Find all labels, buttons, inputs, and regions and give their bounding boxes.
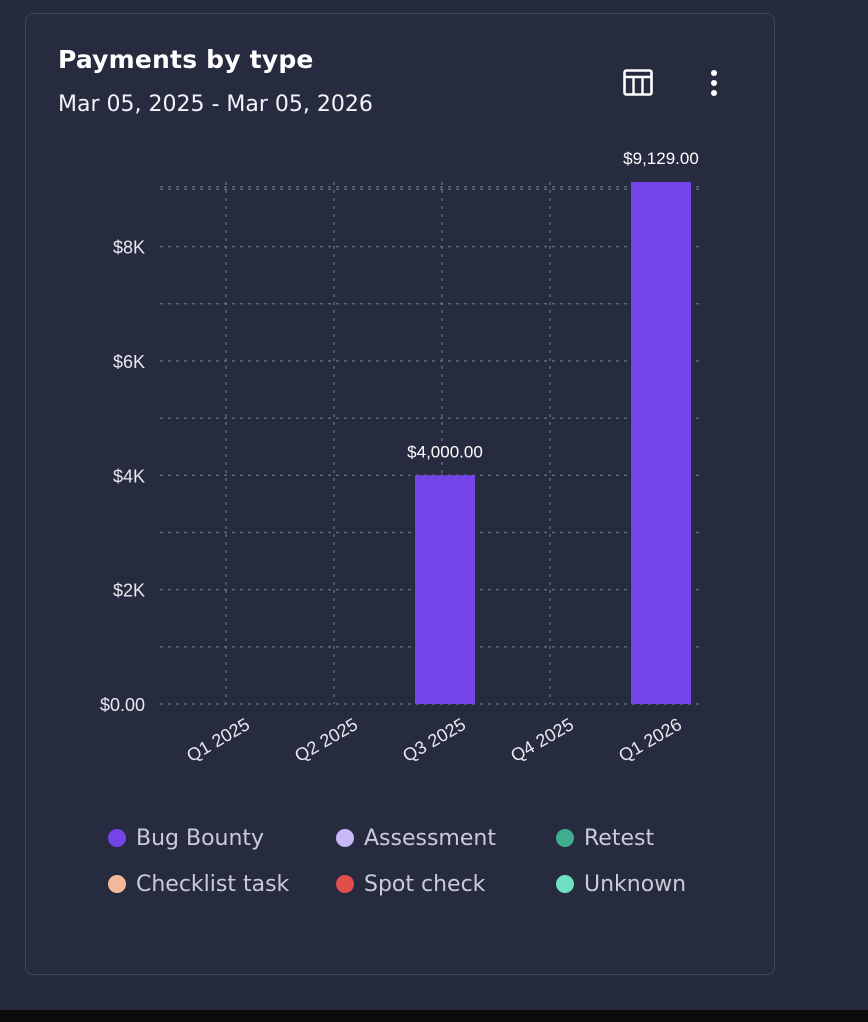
bar [415,475,475,704]
legend-label: Checklist task [136,871,290,897]
bar [631,182,691,704]
more-vertical-icon [711,70,717,96]
legend-label: Spot check [364,871,486,897]
legend-dot-checklist-task [108,875,126,893]
x-tick-label: Q1 2026 [615,714,685,766]
legend-dot-assessment [336,829,354,847]
legend-item-unknown[interactable]: Unknown [556,869,726,899]
y-tick-label: $4K [113,466,145,486]
x-tick-label: Q1 2025 [183,714,253,766]
legend-label: Retest [584,825,655,851]
y-tick-label: $0.00 [100,695,145,715]
card-title: Payments by type [58,45,314,74]
legend-dot-retest [556,829,574,847]
date-range: Mar 05, 2025 - Mar 05, 2026 [58,92,373,117]
legend-item-checklist-task[interactable]: Checklist task [108,869,336,899]
x-tick-label: Q4 2025 [507,714,577,766]
legend-dot-bug-bounty [108,829,126,847]
legend-item-retest[interactable]: Retest [556,823,726,853]
bottom-edge [0,1010,868,1022]
legend-label: Bug Bounty [136,825,265,851]
legend-dot-spot-check [336,875,354,893]
data-label: $9,129.00 [623,149,699,168]
table-icon [623,69,653,96]
y-tick-label: $6K [113,352,145,372]
x-tick-label: Q3 2025 [399,714,469,766]
x-tick-label: Q2 2025 [291,714,361,766]
table-view-button[interactable] [618,62,658,102]
data-label: $4,000.00 [407,442,483,461]
legend-label: Assessment [364,825,496,851]
payments-bar-chart: $0.00 $2K $4K $6K $8K $4,000.00 $9,129.00 Q1 20… [100,149,700,766]
y-tick-label: $8K [113,238,145,258]
more-options-button[interactable] [694,62,734,102]
chart-legend: Bug Bounty Assessment Retest Checklist t… [108,823,728,899]
legend-item-assessment[interactable]: Assessment [336,823,556,853]
legend-label: Unknown [584,871,687,897]
legend-item-bug-bounty[interactable]: Bug Bounty [108,823,336,853]
legend-item-spot-check[interactable]: Spot check [336,869,556,899]
legend-dot-unknown [556,875,574,893]
y-tick-label: $2K [113,581,145,601]
